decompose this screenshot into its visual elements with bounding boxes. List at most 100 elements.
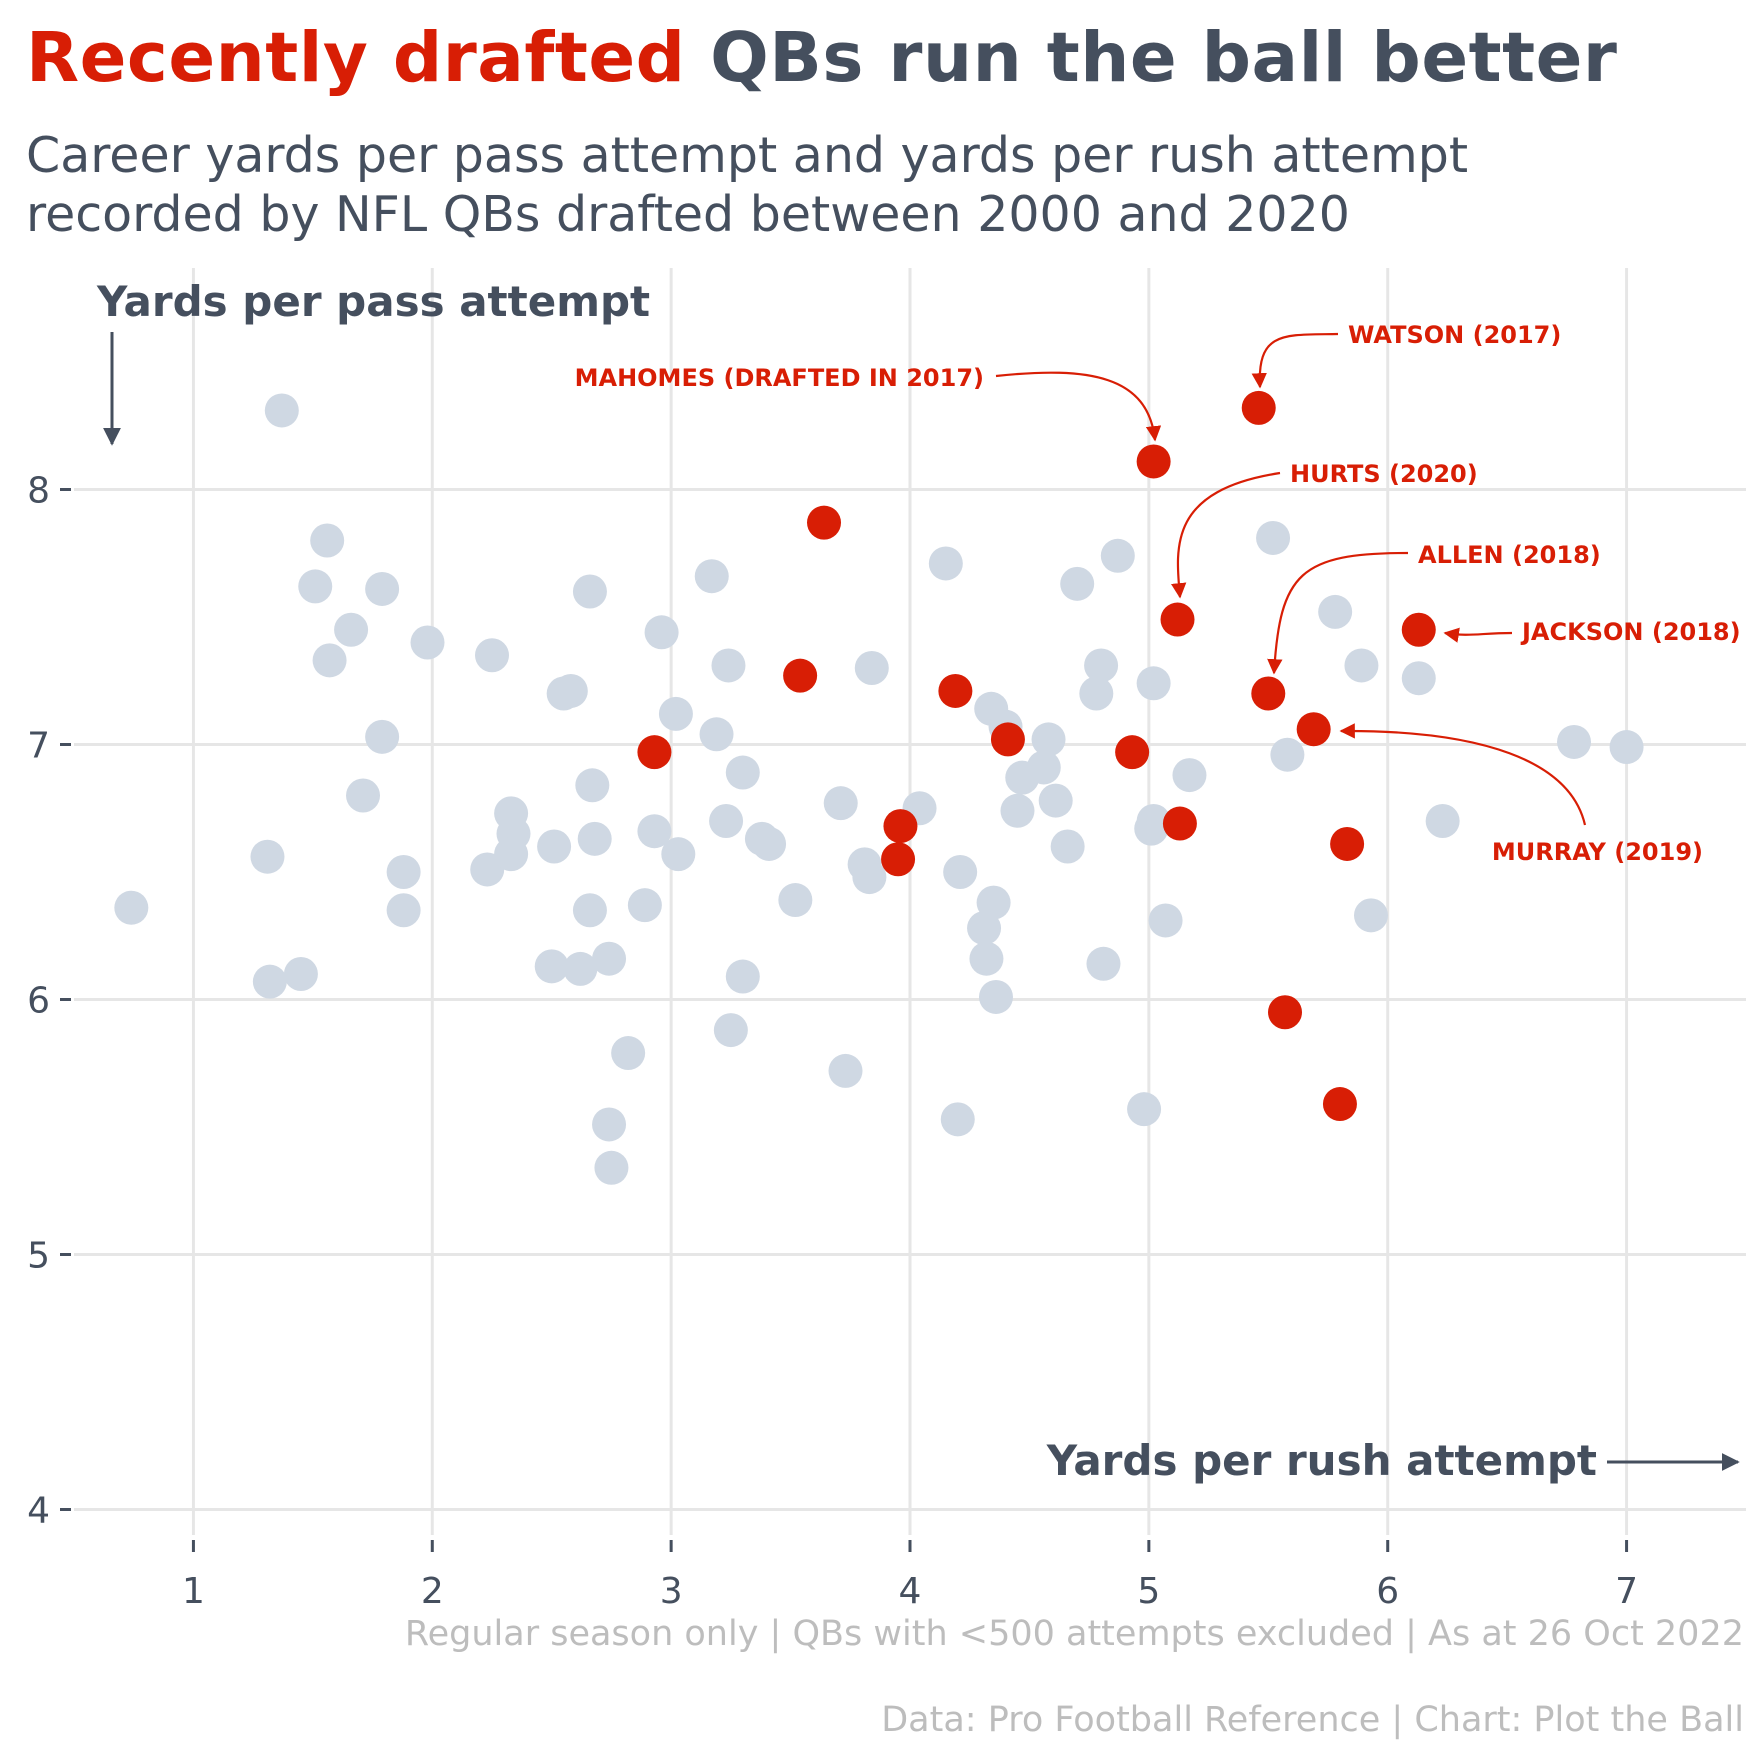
qb-point <box>828 1053 863 1088</box>
recent-qb-point <box>1160 602 1195 637</box>
annotation-label: WATSON (2017) <box>1348 321 1561 349</box>
qb-point <box>1079 676 1114 711</box>
annotation-label: MAHOMES (DRAFTED IN 2017) <box>575 364 984 392</box>
recent-qb-point <box>1162 806 1197 841</box>
qb-point <box>1148 903 1183 938</box>
x-tick-label: 1 <box>182 1571 205 1612</box>
qb-point <box>1172 758 1207 793</box>
qb-point <box>637 814 672 849</box>
qb-point <box>1000 793 1035 828</box>
recent-qb-point <box>990 722 1025 757</box>
qb-point <box>553 673 588 708</box>
qb-point <box>1100 538 1135 573</box>
annotation-arrow <box>1267 551 1409 675</box>
annotation-arrow <box>995 371 1162 442</box>
recent-qb-point <box>807 505 842 540</box>
qb-point <box>967 911 1002 946</box>
qb-point <box>1344 648 1379 683</box>
caption-source: Data: Pro Football Reference | Chart: Pl… <box>881 1700 1744 1740</box>
annotation-arrow <box>1339 723 1587 826</box>
qb-point <box>1127 1092 1162 1127</box>
qb-point <box>410 625 445 660</box>
qb-point <box>312 643 347 678</box>
qb-point <box>572 574 607 609</box>
qb-point <box>658 696 693 731</box>
x-tick-label: 4 <box>899 1571 922 1612</box>
qb-point <box>365 719 400 754</box>
qb-point <box>1353 898 1388 933</box>
qb-point <box>852 860 887 895</box>
qb-point <box>699 717 734 752</box>
qb-point <box>1038 783 1073 818</box>
annotation-label: MURRAY (2019) <box>1492 838 1703 866</box>
qb-point <box>386 893 421 928</box>
qb-point <box>365 571 400 606</box>
recent-qb-point <box>1115 735 1150 770</box>
recent-qb-point <box>783 658 818 693</box>
qb-point <box>537 829 572 864</box>
x-tick-label: 6 <box>1376 1571 1399 1612</box>
qb-point <box>592 941 627 976</box>
x-tick-label: 2 <box>421 1571 444 1612</box>
qb-point <box>346 778 381 813</box>
annotation-arrow <box>1171 471 1281 599</box>
qb-point <box>386 855 421 889</box>
annotation-label: HURTS (2020) <box>1290 460 1478 488</box>
qb-point <box>534 949 569 984</box>
qb-point <box>1401 661 1436 696</box>
chart-subtitle: Career yards per pass attempt and yards … <box>26 126 1468 244</box>
annotation-label: JACKSON (2018) <box>1520 618 1741 646</box>
y-tick-label: 6 <box>27 981 50 1022</box>
y-tick-label: 7 <box>27 726 50 767</box>
x-tick-label: 3 <box>660 1571 683 1612</box>
qb-point <box>264 393 299 428</box>
x-tick-label: 5 <box>1137 1571 1160 1612</box>
recent-qb-point <box>1251 676 1286 711</box>
qb-point <box>940 1102 975 1137</box>
qb-point <box>283 957 318 991</box>
qb-point <box>334 612 369 647</box>
qb-point <box>694 559 729 594</box>
qb-point <box>1060 566 1095 601</box>
caption-note: Regular season only | QBs with <500 atte… <box>404 1614 1744 1654</box>
y-axis-title: Yards per pass attempt <box>96 277 650 326</box>
qb-point <box>854 651 889 685</box>
qb-point <box>1425 804 1460 838</box>
qb-point <box>475 638 509 673</box>
qb-point <box>725 755 760 790</box>
qb-point <box>1031 722 1066 757</box>
qb-point <box>114 890 149 925</box>
qb-point <box>627 888 662 923</box>
qb-point <box>778 883 813 918</box>
recent-qb-point <box>881 842 916 877</box>
qb-point <box>725 959 760 994</box>
qb-point <box>577 821 612 856</box>
subtitle-line-1: Career yards per pass attempt and yards … <box>26 127 1469 184</box>
qb-point <box>1270 737 1305 772</box>
qb-point <box>1050 829 1085 864</box>
qb-point <box>298 569 333 604</box>
qb-point <box>1557 724 1592 759</box>
recent-qb-point <box>637 735 672 770</box>
qb-point <box>494 837 529 872</box>
annotation-label: ALLEN (2018) <box>1418 541 1601 569</box>
recent-qb-point <box>1322 1087 1357 1122</box>
qb-point <box>592 1107 627 1142</box>
chart-title: Recently drafted QBs run the ball better <box>26 18 1617 98</box>
qb-point <box>943 855 978 889</box>
qb-point <box>611 1036 646 1071</box>
y-tick-label: 8 <box>27 471 50 512</box>
title-rest: QBs run the ball better <box>710 18 1618 98</box>
subtitle-line-2: recorded by NFL QBs drafted between 2000… <box>26 186 1350 243</box>
qb-point <box>563 951 598 986</box>
qb-point <box>969 941 1004 976</box>
x-tick-label: 7 <box>1615 1571 1638 1612</box>
qb-point <box>709 804 744 838</box>
recent-qb-point <box>938 673 973 708</box>
qb-point <box>594 1150 629 1185</box>
qb-point <box>1136 666 1171 701</box>
y-tick-label: 5 <box>27 1236 50 1277</box>
recent-qb-point <box>1241 390 1276 425</box>
qb-point <box>752 826 787 861</box>
qb-point <box>1084 648 1119 683</box>
